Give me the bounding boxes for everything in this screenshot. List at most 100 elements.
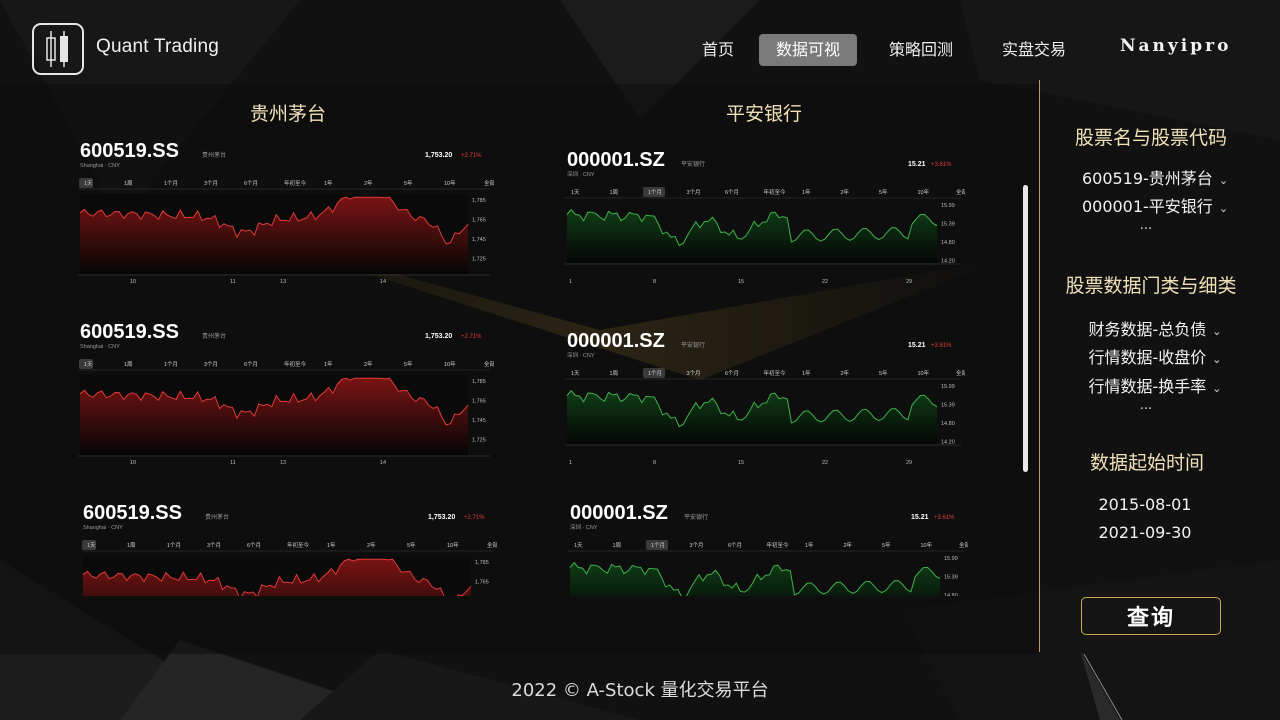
range-tab[interactable]: 6个月 xyxy=(244,180,258,187)
stock-chart-card-maotai[interactable]: 600519.SS 贵州茅台 Shanghai · CNY 1,753.20 +2.71… xyxy=(78,136,494,288)
y-axis-tick: 1,765 xyxy=(472,218,486,224)
range-tab[interactable]: 1周 xyxy=(127,542,136,549)
stock-more[interactable]: ... xyxy=(1139,218,1153,233)
range-tab[interactable]: 1年 xyxy=(802,188,811,196)
stock-select-maotai[interactable]: 600519-贵州茅台 ⌄ xyxy=(1040,165,1270,189)
range-tab[interactable]: 10年 xyxy=(921,541,933,549)
range-tab[interactable]: 2年 xyxy=(841,188,850,196)
range-tab[interactable]: 1天 xyxy=(574,542,583,549)
charts-scrollbar[interactable] xyxy=(1023,185,1028,472)
range-tab[interactable]: 2年 xyxy=(367,541,376,549)
range-tab[interactable]: 全部 xyxy=(959,541,968,549)
price-change: +3.61% xyxy=(931,162,952,168)
range-tab[interactable]: 1天 xyxy=(571,370,580,377)
stock-chart-svg: 600519.SS 贵州茅台 Shanghai · CNY 1,753.20 +2.71… xyxy=(78,321,494,466)
nav-data-visual[interactable]: 数据可视 xyxy=(759,34,858,66)
range-tab[interactable]: 1周 xyxy=(124,180,133,187)
range-tab[interactable]: 1天 xyxy=(571,189,580,196)
range-tab[interactable]: 全部 xyxy=(487,541,497,549)
range-tab[interactable]: 2年 xyxy=(844,541,853,549)
nav-backtest[interactable]: 策略回测 xyxy=(889,40,954,59)
range-tab[interactable]: 全部 xyxy=(484,360,494,368)
range-tab[interactable]: 1周 xyxy=(124,361,133,368)
y-axis-tick: 1,785 xyxy=(472,379,486,385)
candlestick-logo-icon xyxy=(32,23,84,75)
range-tab[interactable]: 全部 xyxy=(484,179,494,187)
range-tab[interactable]: 年初至今 xyxy=(764,369,787,377)
stock-chart-card-maotai[interactable]: 600519.SS 贵州茅台 Shanghai · CNY 1,753.20 +2.71… xyxy=(78,317,494,469)
range-tab[interactable]: 年初至今 xyxy=(767,541,790,549)
range-tab[interactable]: 5年 xyxy=(404,360,413,368)
range-tab[interactable]: 1个月 xyxy=(648,189,662,196)
range-tab[interactable]: 6个月 xyxy=(244,361,258,368)
range-tab[interactable]: 1周 xyxy=(613,542,622,549)
range-tab[interactable]: 1年 xyxy=(324,179,333,187)
range-tab[interactable]: 3个月 xyxy=(687,189,701,196)
range-tab[interactable]: 1年 xyxy=(802,369,811,377)
range-tab[interactable]: 年初至今 xyxy=(764,188,787,196)
range-tab[interactable]: 1年 xyxy=(327,541,336,549)
stock-chart-card-pingan[interactable]: 000001.SZ 平安银行 深圳 · CNY 15.21 +3.61% 1天 1周 1个月 3… xyxy=(565,145,965,290)
nav-home[interactable]: 首页 xyxy=(702,40,735,59)
category-select-total-liabilities[interactable]: 财务数据-总负债 ⌄ xyxy=(1040,316,1270,340)
stock-select-pingan[interactable]: 000001-平安银行 ⌄ xyxy=(1040,193,1270,217)
stock-chart-card-maotai[interactable]: 600519.SS 贵州茅台 Shanghai · CNY 1,753.20 +2.71… xyxy=(81,498,497,596)
range-tab[interactable]: 10年 xyxy=(444,360,456,368)
category-select-close-price[interactable]: 行情数据-收盘价 ⌄ xyxy=(1040,344,1270,368)
end-date-field[interactable]: 2021-09-30 xyxy=(1098,523,1192,542)
range-tab[interactable]: 1个月 xyxy=(164,361,178,368)
range-tab[interactable]: 年初至今 xyxy=(287,541,310,549)
range-tab[interactable]: 5年 xyxy=(404,179,413,187)
range-tab[interactable]: 2年 xyxy=(364,179,373,187)
range-tab[interactable]: 1个月 xyxy=(164,180,178,187)
range-tab[interactable]: 1年 xyxy=(324,360,333,368)
range-tab[interactable]: 1天 xyxy=(84,361,93,368)
range-tab[interactable]: 3个月 xyxy=(204,361,218,368)
range-tab[interactable]: 1个月 xyxy=(648,370,662,377)
user-name[interactable]: Nanyipro xyxy=(1120,36,1232,56)
exchange-label: Shanghai · CNY xyxy=(80,344,120,350)
exchange-label: 深圳 · CNY xyxy=(567,170,595,178)
right-column-title: 平安银行 xyxy=(726,103,803,125)
range-tab[interactable]: 10年 xyxy=(444,179,456,187)
range-tab[interactable]: 6个月 xyxy=(725,189,739,196)
category-select-turnover[interactable]: 行情数据-换手率 ⌄ xyxy=(1040,373,1270,397)
range-tab[interactable]: 2年 xyxy=(841,369,850,377)
range-tab[interactable]: 3个月 xyxy=(207,542,221,549)
stock-chart-card-pingan[interactable]: 000001.SZ 平安银行 深圳 · CNY 15.21 +3.61% 1天 1周 1个月 3… xyxy=(568,498,968,596)
x-axis-tick: 14 xyxy=(380,279,386,285)
range-tab[interactable]: 10年 xyxy=(447,541,459,549)
range-tab[interactable]: 1个月 xyxy=(167,542,181,549)
range-tab[interactable]: 年初至今 xyxy=(284,179,307,187)
range-tab[interactable]: 全部 xyxy=(956,188,965,196)
range-tab[interactable]: 全部 xyxy=(956,369,965,377)
range-tab[interactable]: 1个月 xyxy=(651,542,665,549)
range-tab[interactable]: 5年 xyxy=(879,188,888,196)
range-tab[interactable]: 2年 xyxy=(364,360,373,368)
range-tab[interactable]: 3个月 xyxy=(687,370,701,377)
range-tab[interactable]: 1天 xyxy=(84,180,93,187)
range-tab[interactable]: 1天 xyxy=(87,542,96,549)
range-tab[interactable]: 5年 xyxy=(882,541,891,549)
nav-live-trading[interactable]: 实盘交易 xyxy=(1002,40,1067,59)
query-button[interactable]: 查询 xyxy=(1081,597,1221,635)
range-tab[interactable]: 10年 xyxy=(918,188,930,196)
range-tab[interactable]: 5年 xyxy=(879,369,888,377)
range-tab[interactable]: 6个月 xyxy=(247,542,261,549)
price-line xyxy=(566,208,938,247)
range-tab[interactable]: 1年 xyxy=(805,541,814,549)
range-tab[interactable]: 6个月 xyxy=(728,542,742,549)
x-axis-tick: 22 xyxy=(822,279,828,285)
range-tab[interactable]: 10年 xyxy=(918,369,930,377)
range-tab[interactable]: 1周 xyxy=(610,189,619,196)
range-tab[interactable]: 年初至今 xyxy=(284,360,307,368)
start-date-field[interactable]: 2015-08-01 xyxy=(1098,495,1192,514)
range-tab[interactable]: 3个月 xyxy=(690,542,704,549)
range-tab[interactable]: 1周 xyxy=(610,370,619,377)
stock-chart-card-pingan[interactable]: 000001.SZ 平安银行 深圳 · CNY 15.21 +3.61% 1天 1周 1个月 3… xyxy=(565,326,965,471)
range-tab[interactable]: 3个月 xyxy=(204,180,218,187)
range-tab[interactable]: 6个月 xyxy=(725,370,739,377)
range-tab[interactable]: 5年 xyxy=(407,541,416,549)
category-more[interactable]: ... xyxy=(1139,398,1153,413)
